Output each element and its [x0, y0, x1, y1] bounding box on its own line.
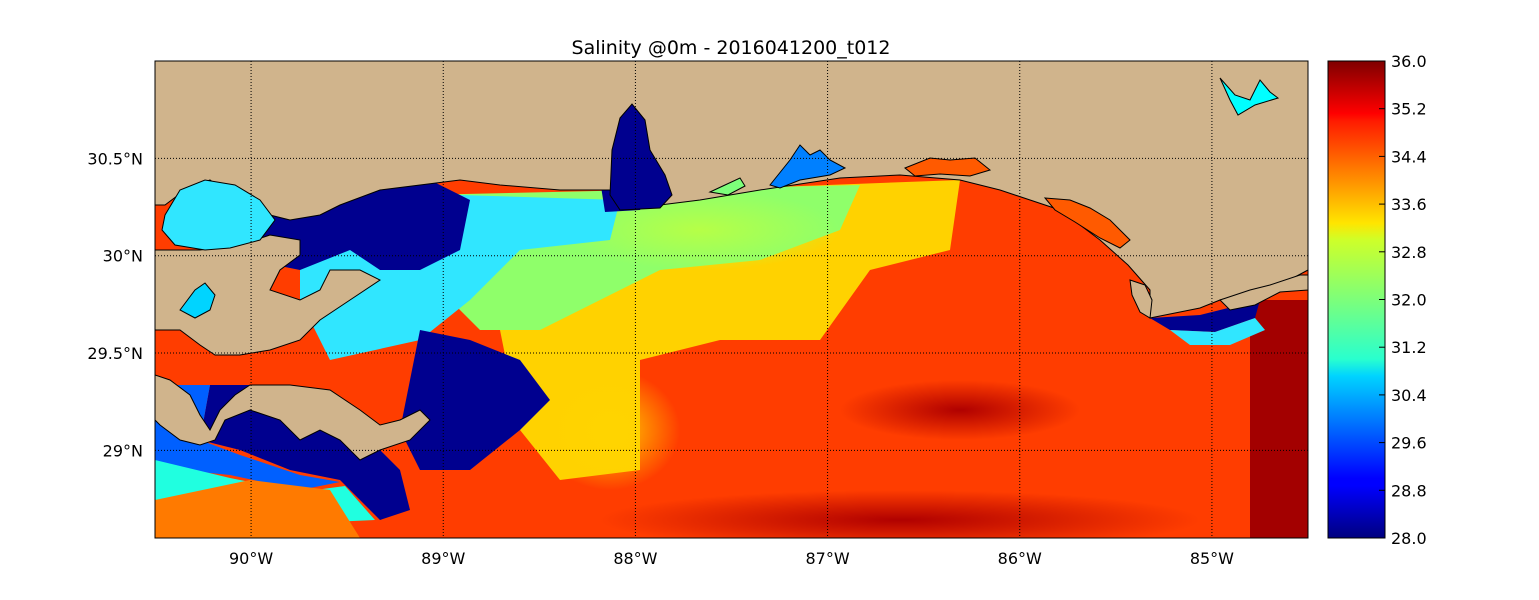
- longitude-tick-label: 88°W: [613, 549, 657, 568]
- latitude-tick-label: 30°N: [103, 247, 143, 266]
- colorbar-tick-labels: 28.0 28.8 29.6 30.4 31.2 32.0 32.8 33.6 34.4 35.2…: [1379, 52, 1427, 548]
- land-saint-andrew: [1129, 279, 1153, 319]
- colorbar-tick-label: 28.0: [1391, 529, 1427, 548]
- longitude-tick-labels: 90°W 89°W 88°W 87°W 86°W 85°W: [229, 549, 1234, 568]
- land-pearl-river: [155, 234, 381, 356]
- latitude-tick-label: 29°N: [103, 441, 143, 460]
- longitude-tick-label: 90°W: [229, 549, 273, 568]
- blue-edge-delta: [155, 385, 340, 490]
- longitude-tick-label: 89°W: [421, 549, 465, 568]
- pensacola-bay: [769, 144, 847, 189]
- colorbar-tick-label: 32.8: [1391, 243, 1427, 262]
- longitude-tick-label: 85°W: [1190, 549, 1234, 568]
- land-delta: [155, 374, 431, 461]
- high-salinity-center: [840, 380, 1080, 440]
- latitude-tick-labels: 30.5°N 30°N 29.5°N 29°N: [87, 149, 143, 460]
- colorbar-tick-label: 33.6: [1391, 195, 1427, 214]
- choctawhatchee-bay: [904, 157, 992, 177]
- colorbar: [1327, 60, 1386, 539]
- land-apalachee: [1219, 274, 1308, 311]
- inland-lake-cyan: [1219, 77, 1280, 116]
- latitude-tick-label: 30.5°N: [87, 149, 143, 168]
- longitude-tick-label: 87°W: [805, 549, 849, 568]
- yellow-glow: [540, 370, 680, 490]
- colorbar-tick-label: 31.2: [1391, 338, 1427, 357]
- perdido-bay: [708, 177, 746, 196]
- mobile-bay: [609, 103, 673, 211]
- colorbar-tick-label: 29.6: [1391, 434, 1427, 453]
- orange-southwest: [155, 480, 360, 538]
- lake-pontchartrain: [161, 179, 276, 251]
- map-frame: [154, 60, 1309, 539]
- colorbar-tick-label: 36.0: [1391, 52, 1427, 71]
- colorbar-tick-label: 32.0: [1391, 291, 1427, 310]
- low-salinity-delta: [200, 385, 410, 520]
- cyan-apalachicola: [1170, 318, 1265, 345]
- colorbar-tick-label: 30.4: [1391, 386, 1427, 405]
- longitude-tick-label: 86°W: [998, 549, 1042, 568]
- lake-borgne: [179, 282, 216, 319]
- saint-andrew-bay: [1043, 197, 1131, 249]
- colorbar-tick-label: 28.8: [1391, 481, 1427, 500]
- high-salinity-south: [600, 490, 1200, 538]
- high-salinity-east: [1250, 300, 1308, 538]
- map-title: Salinity @0m - 2016041200_t012: [572, 37, 891, 59]
- graticule: [155, 61, 1308, 538]
- colorbar-tick-label: 34.4: [1391, 147, 1427, 166]
- colorbar-tick-label: 35.2: [1391, 100, 1427, 119]
- latitude-tick-label: 29.5°N: [87, 344, 143, 363]
- bays: [609, 77, 1280, 249]
- low-salinity-chandeleur: [400, 330, 550, 470]
